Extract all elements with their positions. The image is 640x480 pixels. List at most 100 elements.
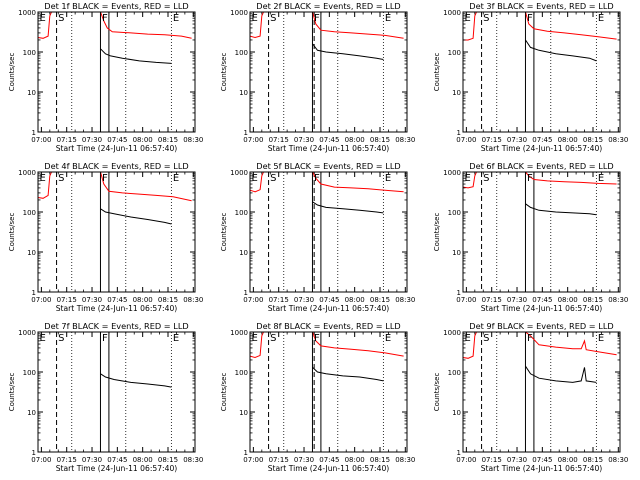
phase-marker-e: E bbox=[252, 13, 258, 24]
y-tick-label: 1000 bbox=[230, 329, 248, 337]
events-series-line bbox=[100, 48, 172, 64]
plot-frame bbox=[249, 331, 408, 453]
y-axis-label: Counts/sec bbox=[8, 53, 16, 92]
x-tick-label: 07:15 bbox=[269, 136, 289, 144]
y-tick-label: 10 bbox=[452, 249, 461, 257]
phase-marker-f: F bbox=[527, 173, 533, 184]
x-tick-label: 08:15 bbox=[370, 456, 390, 464]
phase-marker-f: F bbox=[102, 333, 108, 344]
panel-7: Det 7f BLACK = Events, RED = LLD E S F E 1 10 1… bbox=[8, 321, 203, 473]
phase-marker-s: S bbox=[58, 333, 64, 344]
x-tick-label: 07:30 bbox=[294, 136, 314, 144]
phase-marker-s: S bbox=[270, 13, 276, 24]
x-tick-label: 08:30 bbox=[608, 456, 628, 464]
x-axis-label: Start Time (24-Jun-11 06:57:40) bbox=[268, 464, 390, 473]
x-tick-label: 08:00 bbox=[558, 296, 578, 304]
y-tick-label: 1000 bbox=[443, 9, 461, 17]
x-tick-label: 07:15 bbox=[57, 136, 77, 144]
y-tick-label: 1 bbox=[457, 289, 461, 297]
panel-title: Det 4f BLACK = Events, RED = LLD bbox=[44, 161, 188, 171]
y-tick-label: 10 bbox=[27, 249, 36, 257]
x-tick-label: 07:45 bbox=[319, 456, 339, 464]
plot-frame bbox=[462, 331, 621, 453]
y-axis-label: Counts/sec bbox=[433, 53, 441, 92]
x-tick-label: 07:30 bbox=[82, 456, 102, 464]
y-tick-label: 10 bbox=[27, 89, 36, 97]
panel-title: Det 3f BLACK = Events, RED = LLD bbox=[469, 1, 613, 11]
y-tick-label: 100 bbox=[235, 369, 248, 377]
y-axis-label: Counts/sec bbox=[220, 213, 228, 252]
phase-marker-e: E bbox=[385, 333, 391, 344]
panel-title: Det 7f BLACK = Events, RED = LLD bbox=[44, 321, 188, 331]
events-series-line bbox=[312, 201, 384, 214]
x-axis-label: Start Time (24-Jun-11 06:57:40) bbox=[481, 304, 603, 313]
panel-1: Det 1f BLACK = Events, RED = LLD E S F E 1 10 1… bbox=[8, 1, 203, 153]
x-tick-label: 07:00 bbox=[243, 296, 263, 304]
phase-marker-f: F bbox=[314, 333, 320, 344]
x-tick-label: 08:30 bbox=[395, 136, 415, 144]
x-tick-label: 07:30 bbox=[507, 456, 527, 464]
plot-frame bbox=[37, 331, 196, 453]
x-tick-label: 08:00 bbox=[345, 136, 365, 144]
y-tick-label: 1 bbox=[32, 129, 36, 137]
y-axis-label: Counts/sec bbox=[433, 213, 441, 252]
y-tick-label: 1 bbox=[244, 129, 248, 137]
x-tick-label: 08:15 bbox=[370, 136, 390, 144]
x-tick-label: 08:30 bbox=[395, 296, 415, 304]
x-tick-label: 07:15 bbox=[57, 456, 77, 464]
y-tick-label: 1 bbox=[457, 449, 461, 457]
y-axis-label: Counts/sec bbox=[220, 373, 228, 412]
x-tick-label: 07:00 bbox=[31, 136, 51, 144]
panel-4: Det 4f BLACK = Events, RED = LLD E S F E 1 10 1… bbox=[8, 161, 203, 313]
plot-frame bbox=[37, 171, 196, 293]
x-tick-label: 07:00 bbox=[31, 456, 51, 464]
x-tick-label: 08:15 bbox=[158, 136, 178, 144]
panel-5: Det 5f BLACK = Events, RED = LLD E S F E 1 10 1… bbox=[220, 161, 415, 313]
phase-marker-s: S bbox=[483, 173, 489, 184]
phase-marker-e: E bbox=[465, 13, 471, 24]
x-tick-label: 08:30 bbox=[183, 456, 203, 464]
y-axis-label: Counts/sec bbox=[220, 53, 228, 92]
phase-marker-f: F bbox=[102, 173, 108, 184]
y-tick-label: 100 bbox=[235, 49, 248, 57]
x-axis-label: Start Time (24-Jun-11 06:57:40) bbox=[268, 144, 390, 153]
y-tick-label: 100 bbox=[23, 369, 36, 377]
x-tick-label: 07:15 bbox=[57, 296, 77, 304]
panel-title: Det 8f BLACK = Events, RED = LLD bbox=[256, 321, 400, 331]
x-tick-label: 08:15 bbox=[370, 296, 390, 304]
phase-marker-s: S bbox=[58, 173, 64, 184]
phase-marker-e: E bbox=[598, 173, 604, 184]
y-axis-label: Counts/sec bbox=[433, 373, 441, 412]
events-series-line bbox=[100, 373, 172, 388]
x-axis-label: Start Time (24-Jun-11 06:57:40) bbox=[56, 304, 178, 313]
phase-marker-f: F bbox=[314, 13, 320, 24]
x-tick-label: 07:15 bbox=[482, 136, 502, 144]
phase-marker-s: S bbox=[483, 13, 489, 24]
events-series-line bbox=[525, 39, 597, 62]
plot-frame bbox=[37, 11, 196, 133]
phase-marker-e: E bbox=[173, 13, 179, 24]
y-tick-label: 1000 bbox=[443, 329, 461, 337]
x-tick-label: 07:45 bbox=[107, 456, 127, 464]
phase-marker-e: E bbox=[465, 173, 471, 184]
x-tick-label: 08:15 bbox=[583, 296, 603, 304]
lld-series-line bbox=[462, 331, 617, 359]
phase-marker-f: F bbox=[527, 13, 533, 24]
phase-marker-s: S bbox=[270, 173, 276, 184]
x-tick-label: 08:15 bbox=[158, 296, 178, 304]
x-tick-label: 08:30 bbox=[183, 136, 203, 144]
plot-frame bbox=[249, 171, 408, 293]
x-tick-label: 07:00 bbox=[456, 136, 476, 144]
y-tick-label: 10 bbox=[452, 409, 461, 417]
y-axis-label: Counts/sec bbox=[8, 373, 16, 412]
y-tick-label: 10 bbox=[239, 409, 248, 417]
phase-marker-f: F bbox=[314, 173, 320, 184]
x-tick-label: 08:30 bbox=[608, 136, 628, 144]
panel-title: Det 1f BLACK = Events, RED = LLD bbox=[44, 1, 188, 11]
phase-marker-s: S bbox=[483, 333, 489, 344]
x-tick-label: 07:00 bbox=[243, 136, 263, 144]
x-tick-label: 07:45 bbox=[532, 296, 552, 304]
phase-marker-e: E bbox=[385, 13, 391, 24]
x-axis-label: Start Time (24-Jun-11 06:57:40) bbox=[268, 304, 390, 313]
